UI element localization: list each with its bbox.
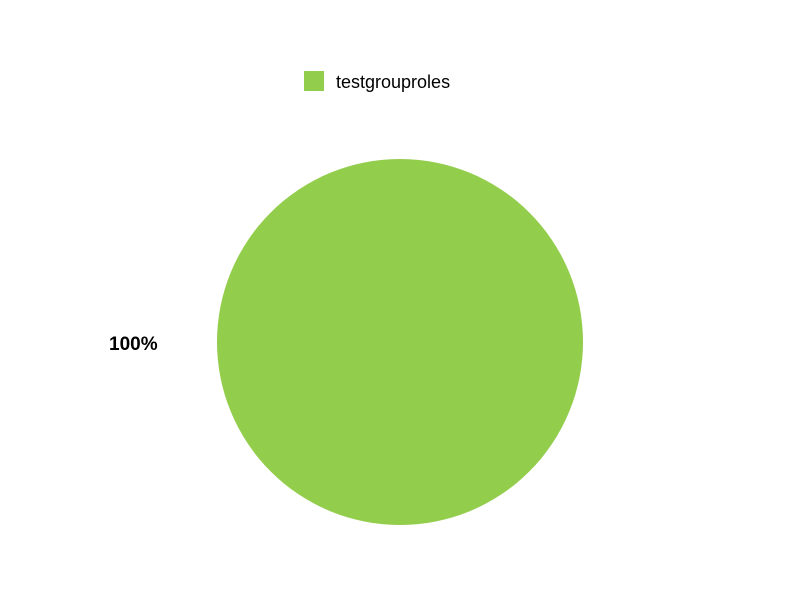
legend: testgrouproles xyxy=(304,71,450,92)
slice-percent-label: 100% xyxy=(109,334,158,355)
pie-slices xyxy=(217,159,583,525)
pie-slice xyxy=(217,159,583,525)
slice-labels: 100% xyxy=(109,334,158,355)
legend-label: testgrouproles xyxy=(336,72,450,92)
legend-swatch xyxy=(304,71,324,91)
